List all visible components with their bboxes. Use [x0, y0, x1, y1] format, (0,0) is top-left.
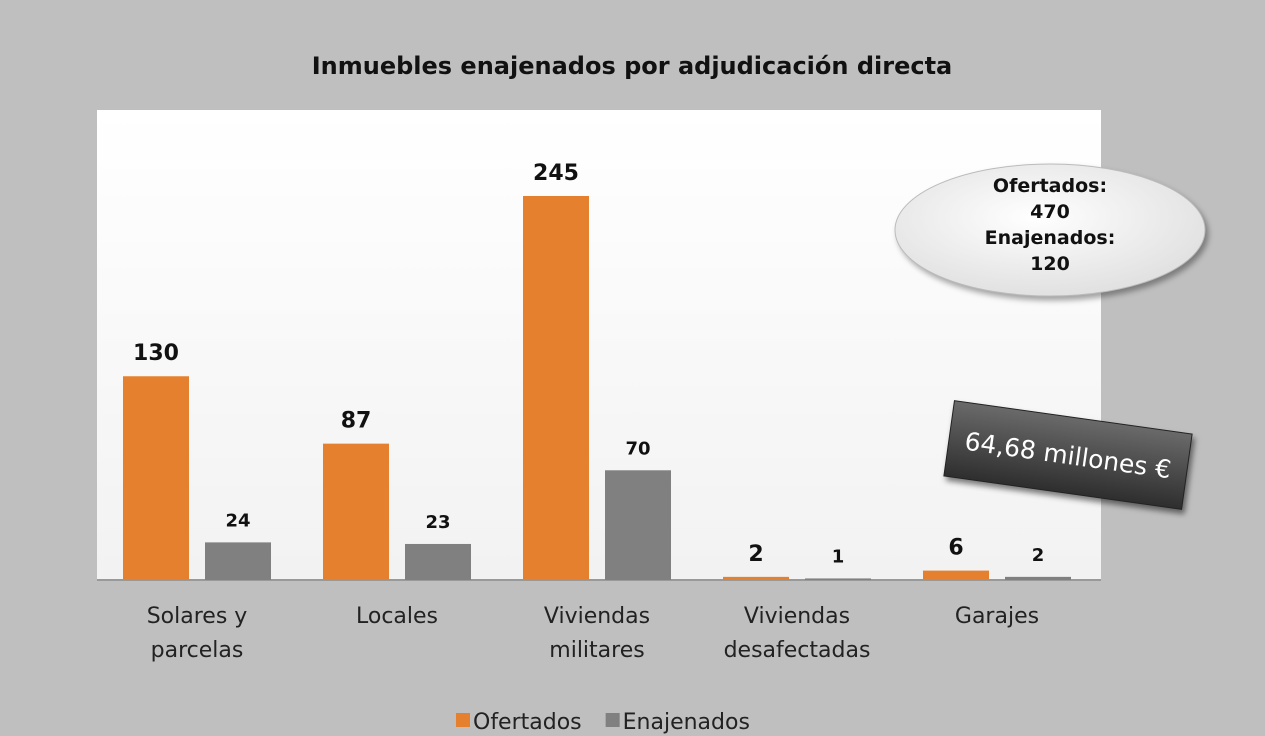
x-tick-label: Viviendas militares	[543, 604, 651, 663]
bar	[123, 376, 189, 580]
bar	[923, 570, 989, 580]
legend-label: Enajenados	[623, 710, 750, 735]
bar	[205, 542, 271, 580]
x-tick-label: Garajes	[954, 604, 1040, 629]
x-tick-label: Solares y parcelas	[146, 604, 248, 663]
summary-line: 470	[1030, 201, 1070, 223]
summary-bubble	[894, 163, 1206, 297]
data-label: 245	[533, 161, 579, 186]
bar	[405, 543, 471, 580]
summary-line: Ofertados:	[993, 175, 1107, 197]
amount-box: 64,68 millones €	[943, 400, 1193, 510]
data-label: 6	[948, 536, 963, 561]
data-label: 2	[748, 542, 763, 567]
data-label: 2	[1032, 545, 1045, 566]
data-label: 130	[133, 341, 179, 366]
data-label: 70	[625, 438, 650, 459]
x-tick-label: Viviendas desafectadas	[723, 604, 871, 663]
bar	[1005, 576, 1071, 580]
amount-bg	[943, 400, 1193, 510]
legend-swatch	[605, 713, 620, 727]
legend-swatch	[456, 713, 470, 727]
data-label: 23	[425, 512, 450, 533]
bar	[323, 443, 389, 580]
summary: Ofertados: 470 Enajenados: 120	[985, 175, 1116, 275]
chart-title: Inmuebles enajenados por adjudicación di…	[312, 52, 953, 80]
data-label: 24	[225, 510, 250, 531]
bar	[523, 196, 589, 580]
summary-line: Enajenados:	[985, 227, 1116, 249]
bar	[805, 578, 871, 580]
data-label: 1	[832, 546, 845, 567]
bars: 130 24 87 23 245 70 2 1 6 2	[123, 161, 1071, 580]
bar	[723, 576, 789, 580]
x-tick-label: Locales	[355, 604, 439, 629]
legend: Ofertados Enajenados	[456, 710, 750, 735]
legend-label: Ofertados	[473, 710, 582, 735]
summary-line: 120	[1030, 253, 1070, 275]
data-label: 87	[341, 409, 372, 434]
bar	[605, 470, 671, 580]
